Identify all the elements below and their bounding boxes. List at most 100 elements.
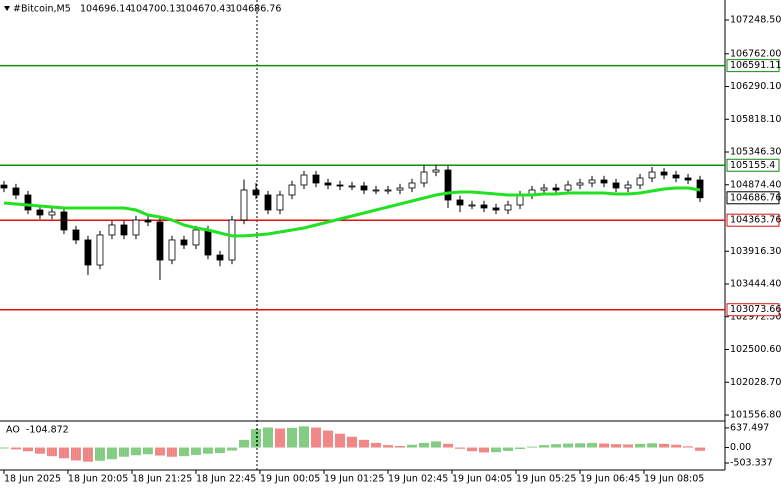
candle-body [60, 211, 68, 231]
candle-body [564, 184, 572, 191]
level-label: 106591.11 [730, 60, 781, 71]
ao-tick-label: 0.00 [730, 442, 751, 453]
candle-body [300, 174, 308, 186]
level-label-box [726, 158, 780, 172]
candle-body [456, 199, 464, 206]
chart-title: #Bitcoin,M5 [13, 4, 71, 15]
candle-body [312, 174, 320, 184]
candle-body [276, 194, 284, 211]
ohlc-value: 104670.43 [180, 4, 231, 15]
y-tick-label: 106762.00 [730, 48, 781, 59]
candle-body [288, 184, 296, 196]
y-tick-label: 105346.30 [730, 147, 781, 158]
x-tick-label: 18 Jun 21:25 [132, 474, 192, 485]
candle-body [648, 171, 656, 179]
indicator-name: AO [6, 425, 20, 436]
y-tick-label: 102500.60 [730, 344, 781, 355]
candle-body [96, 234, 104, 266]
candle-body [144, 219, 152, 223]
y-tick-label: 103916.30 [730, 246, 781, 257]
x-tick-label: 19 Jun 01:25 [324, 474, 384, 485]
candle-body [336, 184, 344, 187]
candle-body [48, 211, 56, 216]
y-tick-label: 102028.70 [730, 377, 781, 388]
candle-body [0, 184, 8, 189]
candle-body [468, 204, 476, 207]
symbol-icon [4, 6, 10, 11]
candle-body [36, 209, 44, 216]
candle-body [540, 187, 548, 191]
candle-body [588, 179, 596, 184]
candle-body [684, 177, 692, 181]
candle-body [84, 239, 92, 266]
candle-body [408, 182, 416, 189]
x-tick-label: 18 Jun 20:05 [68, 474, 128, 485]
level-label-box [726, 213, 780, 227]
candle-body [372, 189, 380, 192]
y-tick-label: 103444.40 [730, 279, 781, 290]
candle-body [480, 204, 488, 209]
ao-tick-label: 637.497 [730, 422, 769, 433]
x-tick-label: 19 Jun 04:05 [452, 474, 512, 485]
x-tick-label: 19 Jun 05:25 [516, 474, 576, 485]
candle-body [612, 182, 620, 189]
candle-body [636, 177, 644, 186]
y-tick-label: 102972.50 [730, 311, 781, 322]
candle-body [672, 174, 680, 179]
y-tick-label: 101556.80 [730, 410, 781, 421]
candle-body [228, 219, 236, 261]
candle-body [360, 185, 368, 191]
candle-body [168, 239, 176, 261]
candle-body [576, 182, 584, 186]
candle-body [552, 187, 560, 191]
y-tick-label: 107248.50 [730, 15, 781, 26]
candle-body [384, 189, 392, 192]
x-tick-label: 19 Jun 00:05 [260, 474, 320, 485]
level-label: 104363.76 [730, 215, 781, 226]
candle-body [444, 169, 452, 201]
candle-body [216, 254, 224, 261]
y-tick-label: 104874.40 [730, 179, 781, 190]
x-tick-label: 19 Jun 06:45 [580, 474, 640, 485]
moving-average [3, 186, 701, 238]
candle-body [324, 182, 332, 186]
indicator-value: -104.872 [26, 425, 69, 436]
candle-body [132, 219, 140, 236]
candle-body [108, 224, 116, 236]
level-label-box [726, 59, 780, 73]
ohlc-value: 104696.14 [80, 4, 131, 15]
header: #Bitcoin,M5 104696.14104700.13104670.431… [4, 4, 281, 15]
candle-body [240, 189, 248, 221]
candle-body [492, 207, 500, 211]
candle-body [72, 229, 80, 241]
y-tick-label: 106290.10 [730, 81, 781, 92]
candle-body [660, 171, 668, 176]
candle-body [600, 179, 608, 184]
candle-body [180, 239, 188, 246]
candle-body [252, 189, 260, 196]
level-label: 105155.4 [730, 160, 775, 171]
candle-body [348, 185, 356, 188]
x-tick-label: 19 Jun 02:45 [388, 474, 448, 485]
price-label: 104686.76 [730, 192, 781, 203]
y-tick-label: 105818.10 [730, 114, 781, 125]
level-label: 103073.66 [730, 304, 781, 315]
price-panel [0, 64, 725, 311]
ohlc-value: 104700.13 [130, 4, 181, 15]
candle-body [396, 187, 404, 191]
candle-body [420, 171, 428, 184]
candle-body [264, 194, 272, 211]
candle-body [504, 204, 512, 211]
ao-tick-label: -503.337 [730, 458, 773, 469]
candle-body [120, 224, 128, 236]
axes: 107248.50 106762.00 106290.10 105818.10 1053… [3, 15, 781, 485]
x-tick-label: 18 Jun 22:45 [196, 474, 256, 485]
ao-panel: AO -104.872 [0, 425, 705, 462]
price-label-box [726, 191, 780, 205]
candle-body [12, 187, 20, 196]
candle-body [432, 169, 440, 173]
x-tick-label: 19 Jun 08:05 [644, 474, 704, 485]
candle-body [24, 194, 32, 211]
